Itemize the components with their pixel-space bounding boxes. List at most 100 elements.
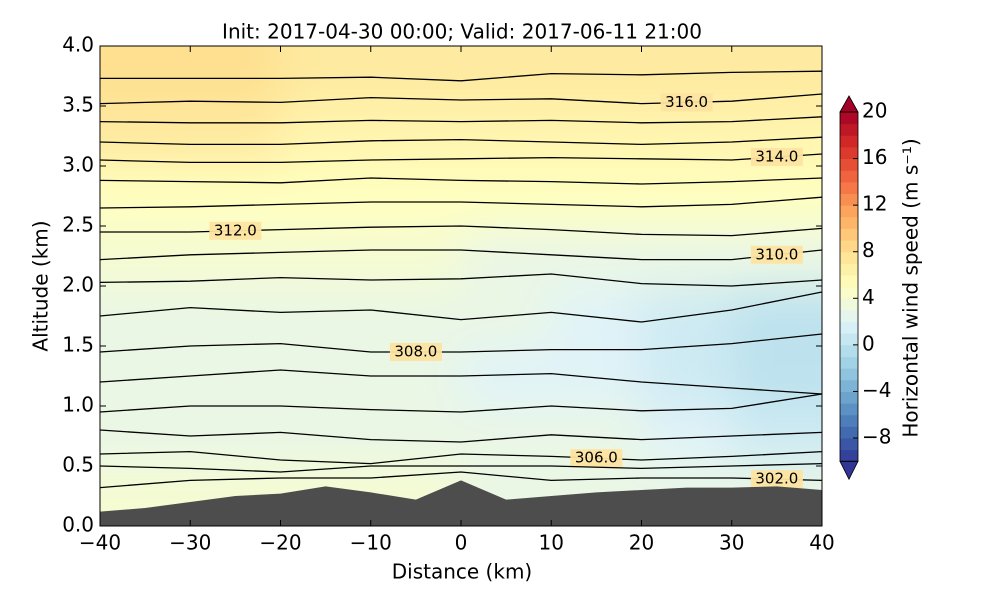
y-tick-label: 3.0 (62, 153, 94, 177)
colorbar-tick-label: 0 (862, 331, 875, 355)
x-axis-label: Distance (km) (392, 560, 532, 584)
colorbar-segment (840, 403, 858, 416)
y-tick-label: 3.5 (62, 93, 94, 117)
field-cell (731, 346, 822, 407)
colorbar-segment (840, 135, 858, 148)
field-cell (280, 226, 372, 287)
colorbar-segment (840, 158, 858, 171)
contour-line (100, 462, 822, 473)
contour-line (100, 116, 822, 124)
field-cell (280, 166, 372, 227)
contour-label-bg (750, 245, 803, 264)
colorbar-segment (840, 379, 858, 392)
field-cell (370, 226, 462, 287)
colorbar-tick-label: −4 (862, 378, 891, 402)
colorbar-segment (840, 298, 858, 311)
colorbar-segment (840, 344, 858, 358)
x-tick-label: −10 (350, 531, 392, 555)
x-tick-label: −20 (259, 531, 301, 555)
field-cell (461, 166, 553, 227)
field-cell (190, 46, 282, 107)
field-cell (641, 346, 733, 407)
colorbar-segment (840, 449, 858, 462)
y-tick-label: 0.5 (62, 453, 94, 477)
field-cell (100, 106, 192, 167)
colorbar-segment (840, 181, 858, 195)
field-cell (190, 346, 282, 407)
colorbar-segment (840, 228, 858, 241)
y-tick-label: 4.0 (62, 33, 94, 57)
contour-label-bg (389, 343, 442, 361)
contour-line (100, 273, 822, 287)
colorbar-segment (840, 414, 858, 427)
contour-line (100, 70, 822, 82)
contour-label: 302.0 (755, 470, 798, 488)
colorbar-segment (840, 368, 858, 381)
contour-line (100, 136, 822, 146)
field-cell (370, 406, 462, 467)
contour-line (100, 177, 822, 185)
colorbar-segment (840, 391, 858, 404)
contour-label-bg (750, 470, 803, 489)
contour-label: 314.0 (755, 148, 798, 166)
colorbar-tick-label: −8 (862, 425, 891, 449)
colorbar-segment (840, 309, 858, 323)
field-cell (731, 406, 822, 467)
field-cell (551, 226, 643, 287)
contour-label: 310.0 (755, 245, 798, 263)
colorbar-segment (840, 275, 858, 288)
colorbar-segment (840, 356, 858, 369)
contour-label-bg (750, 148, 803, 166)
axes: −40 −30 −20 −10 0 10 20 30 400.00.51.01.52.02.53… (62, 33, 835, 555)
field-cell (190, 106, 282, 167)
colorbar-segment (840, 321, 858, 334)
colorbar-segment (840, 263, 858, 276)
x-tick-label: −40 (79, 531, 121, 555)
colorbar-extend-top (839, 95, 859, 113)
field-cell (641, 166, 733, 227)
field-cell (731, 166, 822, 227)
field-cell (100, 46, 192, 107)
contour-line (100, 450, 822, 465)
contour-line (100, 369, 822, 395)
contour-label: 308.0 (394, 343, 437, 361)
colorbar-segment (840, 216, 858, 229)
x-tick-label: 0 (455, 531, 468, 555)
colorbar-frame (839, 111, 859, 462)
contour-line (100, 471, 822, 489)
colorbar-extend-bottom (839, 460, 859, 481)
field-cell (190, 406, 282, 467)
contours: 316.0 314.0 312.0 310.0 308.0 306.0 302.0 (100, 70, 822, 489)
colorbar-tick-label: 8 (862, 238, 875, 262)
colorbar-segment (840, 240, 858, 253)
field-cell (280, 286, 372, 347)
field-cell (370, 286, 462, 347)
field-cell (190, 166, 282, 227)
colorbar-segment (840, 251, 858, 264)
contour-label-bg (209, 221, 262, 240)
field-cell (551, 346, 643, 407)
field-cell (280, 346, 372, 407)
colorbar-segment (840, 333, 858, 346)
field-cell (731, 286, 822, 347)
field-cell (370, 106, 462, 167)
field-cell (551, 166, 643, 227)
y-axis-label: Altitude (km) (29, 220, 53, 351)
x-tick-label: 30 (719, 531, 744, 555)
y-tick-label: 2.5 (62, 213, 94, 237)
contour-line (100, 249, 822, 261)
plot-area: 316.0 314.0 312.0 310.0 308.0 306.0 302.0 (100, 46, 822, 526)
field-cell (280, 46, 372, 107)
contour-line (100, 196, 822, 209)
colorbar-segment (840, 438, 858, 451)
field-cell (100, 166, 192, 227)
y-tick-label: 0.0 (62, 513, 94, 537)
field-cell (461, 346, 553, 407)
contour-label: 316.0 (665, 93, 708, 111)
colorbar-segment (840, 170, 858, 183)
terrain (100, 480, 822, 526)
field-cell (641, 46, 733, 107)
x-tick-label: 10 (539, 531, 564, 555)
colorbar-segment (840, 112, 858, 125)
